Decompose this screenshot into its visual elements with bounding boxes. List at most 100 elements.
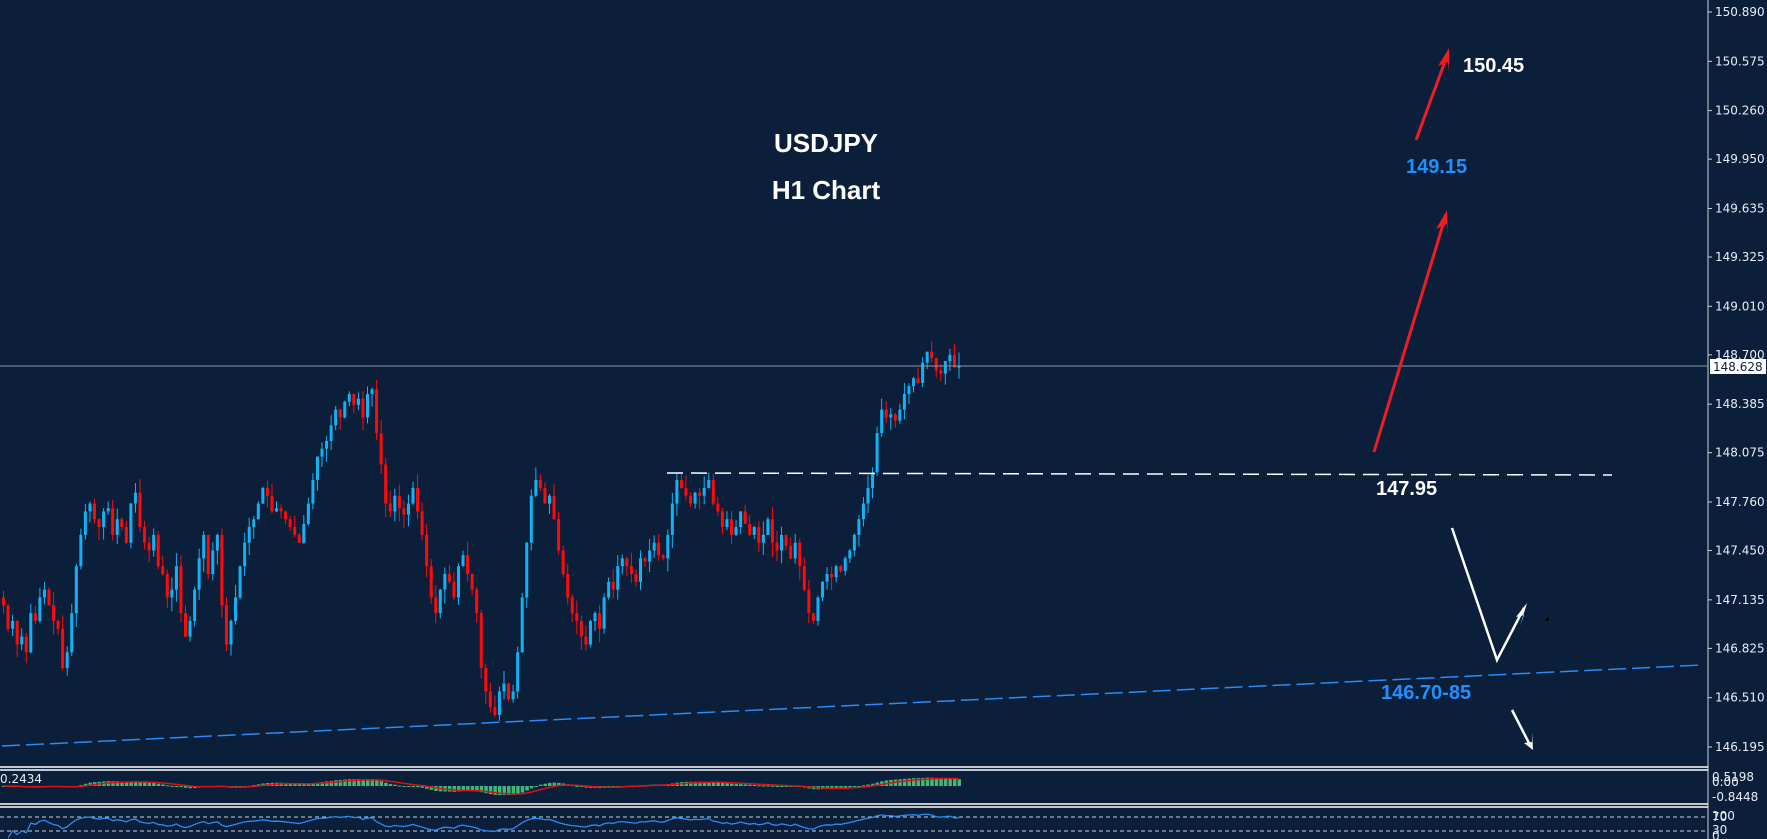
candle bbox=[657, 542, 661, 556]
target-high-label: 150.45 bbox=[1463, 55, 1524, 77]
candle bbox=[56, 620, 60, 629]
price-tick-label: 147.135 bbox=[1715, 593, 1765, 607]
candle bbox=[120, 519, 124, 528]
candle bbox=[930, 351, 934, 358]
candle bbox=[593, 613, 597, 621]
candle bbox=[916, 378, 920, 384]
candle bbox=[857, 519, 861, 535]
candle bbox=[830, 574, 834, 578]
candle bbox=[907, 386, 911, 394]
candle bbox=[129, 503, 133, 543]
candle bbox=[602, 597, 606, 629]
candle bbox=[588, 620, 592, 645]
rsi-axis-100: 100 bbox=[1712, 809, 1735, 823]
candle bbox=[375, 389, 379, 434]
candle bbox=[575, 613, 579, 621]
candle bbox=[420, 511, 424, 535]
candle bbox=[102, 511, 106, 528]
candle bbox=[338, 409, 342, 418]
candle bbox=[97, 519, 101, 528]
bullish-arrow-lower bbox=[1372, 210, 1448, 453]
candle bbox=[843, 558, 847, 571]
candle bbox=[74, 566, 78, 614]
candle bbox=[261, 487, 265, 504]
candle bbox=[784, 534, 788, 546]
candle bbox=[270, 495, 274, 512]
candle bbox=[193, 589, 197, 621]
candle bbox=[811, 613, 815, 621]
candle bbox=[666, 534, 670, 559]
candle bbox=[689, 495, 693, 504]
candle bbox=[165, 574, 169, 598]
macd-axis-bottom: -0.8448 bbox=[1712, 790, 1758, 804]
candle bbox=[934, 357, 938, 371]
candle bbox=[652, 542, 656, 551]
candle bbox=[406, 503, 410, 515]
price-tick-label: 150.575 bbox=[1715, 54, 1765, 68]
candle bbox=[197, 558, 201, 590]
candle bbox=[425, 534, 429, 567]
candle bbox=[825, 574, 829, 582]
candle bbox=[734, 527, 738, 535]
candle bbox=[679, 480, 683, 488]
rsi-axis-0: 0 bbox=[1712, 829, 1720, 839]
price-axis[interactable]: 150.890 150.575 150.260 149.950 149.635 149.3… bbox=[1708, 5, 1765, 754]
candle bbox=[507, 683, 511, 700]
candle bbox=[461, 555, 465, 567]
marker-dot bbox=[1546, 618, 1549, 621]
candle bbox=[748, 523, 752, 535]
candle bbox=[229, 620, 233, 645]
candle bbox=[943, 361, 947, 374]
rsi-panel[interactable] bbox=[7, 813, 960, 839]
candle bbox=[311, 480, 315, 504]
candlestick-series bbox=[2, 341, 961, 721]
price-tick-label: 148.075 bbox=[1715, 446, 1765, 460]
bullish-arrow-upper bbox=[1414, 48, 1449, 141]
candle bbox=[279, 508, 283, 512]
candle bbox=[611, 581, 615, 590]
macd-panel[interactable] bbox=[2, 777, 961, 796]
candle bbox=[288, 519, 292, 528]
candle bbox=[939, 370, 943, 374]
candle bbox=[320, 448, 324, 457]
candle bbox=[579, 620, 583, 637]
support-trendline[interactable] bbox=[1, 664, 1703, 747]
candle bbox=[238, 566, 242, 598]
candle bbox=[393, 495, 397, 512]
candle bbox=[925, 351, 929, 363]
candle bbox=[730, 519, 733, 535]
candle bbox=[484, 667, 488, 692]
price-tick-label: 150.260 bbox=[1715, 104, 1765, 118]
candle bbox=[684, 487, 688, 496]
candle bbox=[752, 527, 756, 535]
price-tick-label: 148.700 bbox=[1715, 348, 1765, 362]
candle bbox=[739, 511, 743, 528]
candle bbox=[479, 613, 483, 668]
price-tick-label: 150.890 bbox=[1715, 5, 1765, 19]
pullback-arrow bbox=[1450, 527, 1527, 664]
candle bbox=[470, 574, 474, 590]
candle bbox=[411, 487, 415, 504]
candle bbox=[293, 527, 297, 535]
macd-axis-zero: 0.00 bbox=[1712, 775, 1739, 789]
breakout-level-line[interactable] bbox=[666, 472, 1613, 476]
candle bbox=[234, 597, 238, 621]
candle bbox=[861, 503, 865, 520]
candle bbox=[379, 433, 383, 465]
candle bbox=[306, 503, 310, 524]
candle bbox=[29, 613, 33, 653]
candle bbox=[525, 542, 529, 598]
candle bbox=[607, 581, 611, 598]
candle bbox=[65, 652, 69, 668]
candle bbox=[356, 398, 360, 405]
candle bbox=[807, 589, 811, 614]
candle bbox=[47, 589, 51, 606]
target-mid-label: 149.15 bbox=[1406, 156, 1467, 178]
candle bbox=[83, 511, 87, 535]
candle bbox=[156, 534, 160, 567]
candle bbox=[20, 636, 24, 645]
price-tick-label: 149.325 bbox=[1715, 250, 1765, 264]
candle bbox=[839, 566, 843, 571]
candle bbox=[766, 519, 770, 535]
